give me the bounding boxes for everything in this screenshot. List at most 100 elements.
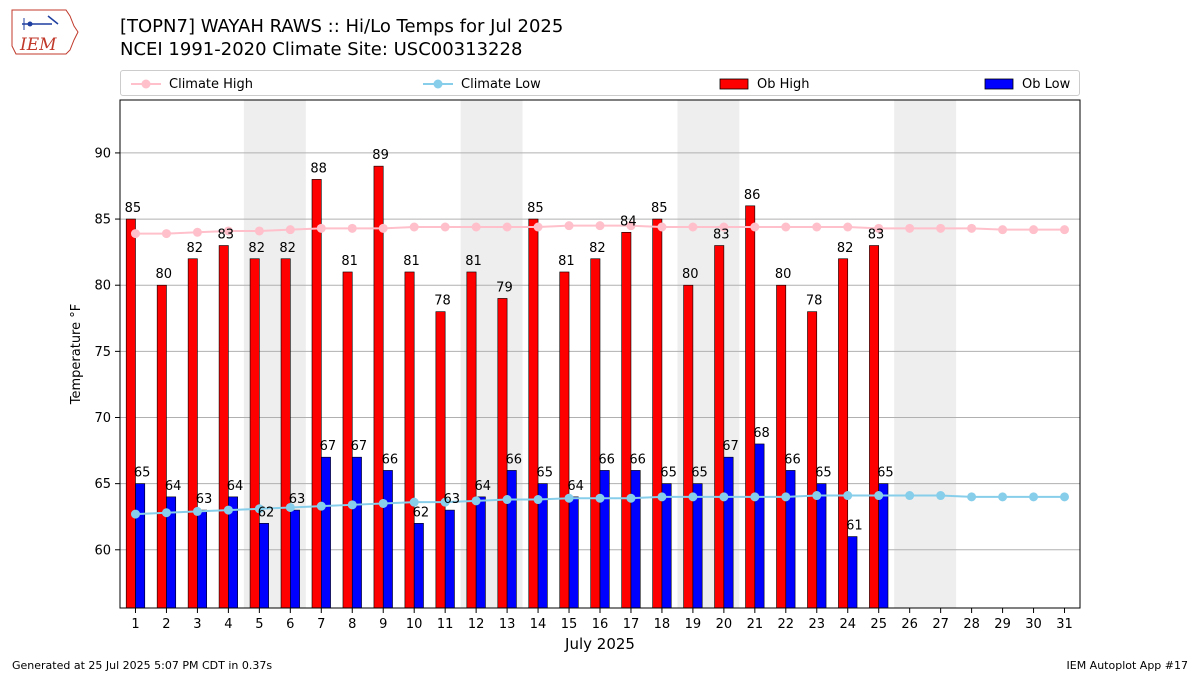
climate-high-point [316,223,326,233]
climate-low-point [657,492,667,502]
legend-item-ob-low: Ob Low [984,74,1070,94]
x-tick-label: 28 [963,617,980,632]
climate-high-point [781,222,791,232]
climate-low-point [998,492,1008,502]
x-tick-label: 5 [255,617,263,632]
climate-high-point [285,225,295,235]
x-tick-label: 20 [716,617,733,632]
ob-high-data-label: 79 [496,280,513,295]
ob-low-bar [785,470,796,609]
climate-low-point [1060,492,1070,502]
ob-low-bar [878,483,889,609]
ob-high-data-label: 78 [806,294,823,309]
climate-low-point [1029,492,1039,502]
ob-high-bar [838,258,849,609]
ob-high-bar [869,245,880,609]
y-tick-label: 85 [94,213,111,228]
y-axis-label: Temperature °F [69,304,84,405]
ob-high-bar [311,179,322,609]
ob-high-data-label: 82 [187,241,204,256]
ob-high-bar [125,218,136,609]
ob-low-bar [382,470,393,609]
ob-high-data-label: 81 [403,254,420,269]
legend-label-ob-high: Ob High [757,76,810,92]
ob-low-bar [351,456,362,609]
ob-low-data-label: 67 [722,439,739,454]
x-tick-label: 15 [561,617,578,632]
ob-low-data-label: 64 [475,479,492,494]
climate-low-point [843,491,853,501]
ob-high-data-label: 80 [775,267,792,282]
ob-low-bar [816,483,827,609]
ob-low-data-label: 65 [691,466,708,481]
ob-low-bar [475,496,486,609]
ob-high-data-label: 83 [217,228,234,243]
climate-high-point [998,225,1008,235]
y-tick-label: 65 [94,477,111,492]
climate-low-point [502,495,512,505]
climate-low-point [440,497,450,507]
ob-low-bar [599,470,610,609]
x-tick-label: 22 [778,617,795,632]
climate-low-point [161,508,171,518]
climate-high-point [626,221,636,231]
x-axis-label: July 2025 [564,635,635,653]
climate-low-point [750,492,760,502]
chart-legend: Climate High Climate Low Ob High Ob Low [120,70,1080,96]
x-tick-label: 3 [193,617,201,632]
climate-high-point [533,222,543,232]
x-tick-label: 21 [747,617,764,632]
climate-high-point [750,222,760,232]
ob-low-bar [754,443,765,609]
x-tick-label: 18 [654,617,671,632]
climate-high-point [812,222,822,232]
x-tick-label: 31 [1056,617,1073,632]
legend-label-climate-high: Climate High [169,76,254,92]
ob-high-data-label: 82 [837,241,854,256]
logo-text: IEM [19,35,57,55]
ob-high-data-label: 88 [310,161,327,176]
ob-low-data-label: 63 [196,492,213,507]
ob-low-bar [290,509,300,609]
ob-high-bar [776,284,787,609]
climate-high-point [657,222,667,232]
ob-high-bar [435,311,446,609]
ob-low-bar [444,509,455,609]
ob-low-bar [723,456,734,609]
climate-high-point [564,221,574,231]
ob-high-data-label: 85 [125,201,142,216]
climate-high-point [843,222,853,232]
x-tick-label: 29 [994,617,1011,632]
climate-low-point [347,500,357,510]
climate-low-point [471,496,481,506]
climate-low-point [688,492,698,502]
climate-low-point [223,505,233,515]
climate-high-point [223,226,233,236]
climate-low-point [192,506,202,516]
y-tick-label: 60 [94,543,111,558]
ob-high-bar [807,311,818,609]
ob-high-bar [745,205,756,609]
x-tick-label: 4 [224,617,232,632]
ob-low-data-label: 64 [227,479,244,494]
ob-low-data-label: 65 [815,466,832,481]
ob-high-data-label: 80 [682,267,699,282]
ob-low-data-label: 67 [351,439,368,454]
ob-low-bar [259,523,269,609]
ob-high-data-label: 82 [248,241,265,256]
x-tick-label: 9 [379,617,387,632]
ob-low-data-label: 62 [413,505,430,520]
ob-high-data-label: 81 [465,254,482,269]
climate-low-point [316,501,326,511]
ob-high-bar [652,218,663,609]
y-tick-label: 80 [94,279,111,294]
climate-low-point [378,498,388,508]
climate-low-point [905,491,915,501]
climate-low-point [719,492,729,502]
x-tick-label: 6 [286,617,294,632]
ob-low-bar [630,470,641,609]
ob-high-bar [559,271,570,609]
climate-high-point [1029,225,1039,235]
legend-label-climate-low: Climate Low [461,76,541,92]
x-tick-label: 8 [348,617,356,632]
